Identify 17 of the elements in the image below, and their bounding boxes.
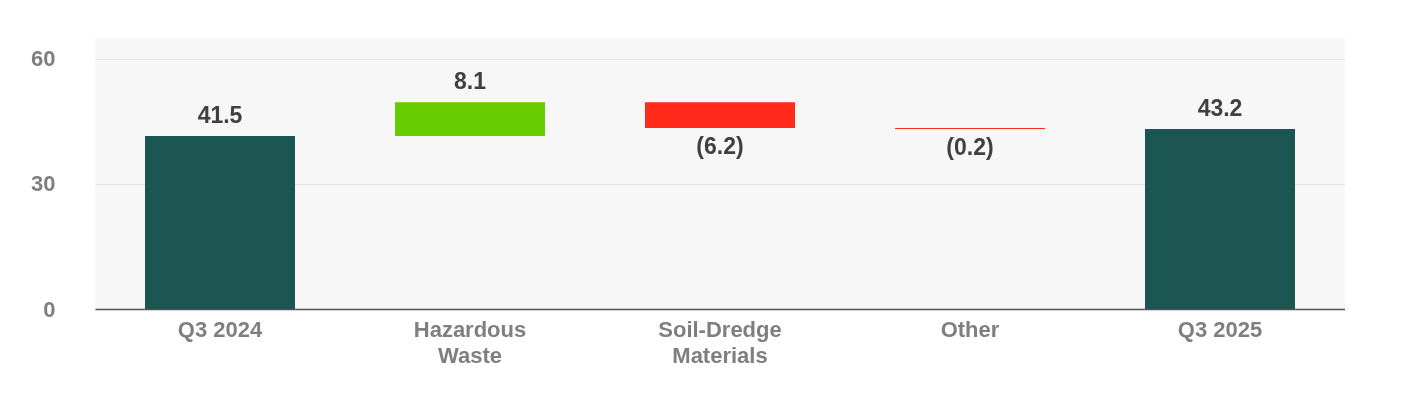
data-label: 41.5 bbox=[197, 101, 243, 128]
x-tick-label: Hazardous Waste bbox=[413, 316, 527, 368]
data-label: (6.2) bbox=[696, 133, 744, 160]
y-tick-label: 30 bbox=[31, 171, 56, 197]
data-label: 43.2 bbox=[1197, 94, 1243, 121]
data-label: (0.2) bbox=[946, 133, 994, 160]
bar bbox=[645, 102, 795, 129]
x-tick-label: Other bbox=[940, 316, 1000, 342]
x-tick-label: Q3 2024 bbox=[177, 316, 263, 342]
x-tick-label: Q3 2025 bbox=[1177, 316, 1263, 342]
data-label: 8.1 bbox=[454, 68, 487, 95]
x-tick-label: Soil-Dredge Materials bbox=[658, 316, 782, 368]
y-tick-label: 0 bbox=[43, 296, 56, 322]
bar bbox=[395, 102, 545, 136]
y-tick-label: 60 bbox=[31, 46, 56, 72]
bar bbox=[145, 135, 295, 309]
bar bbox=[1145, 128, 1295, 309]
